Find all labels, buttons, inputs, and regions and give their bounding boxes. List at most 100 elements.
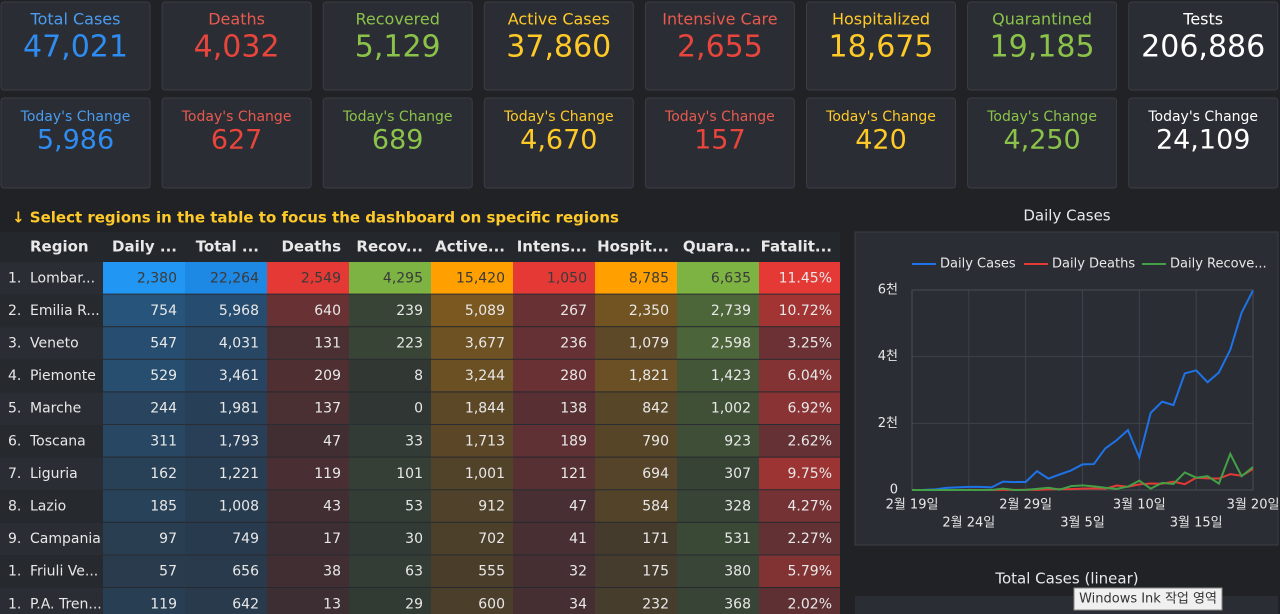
heat-cell	[595, 359, 677, 392]
legend-label[interactable]: Daily Cases	[940, 257, 1016, 272]
change-label: Today's Change	[664, 109, 775, 125]
cell-value: 640	[314, 303, 341, 319]
cell-value: 189	[560, 433, 587, 449]
change-card	[0, 97, 151, 189]
heat-cell	[431, 522, 513, 555]
change-value: 4,670	[520, 125, 597, 156]
row-index: 6.	[8, 433, 21, 449]
stat-card	[644, 1, 795, 91]
region-name[interactable]: Emilia R...	[30, 303, 100, 319]
row-index: 5.	[8, 401, 21, 417]
column-header[interactable]: Daily ...	[112, 238, 177, 256]
cell-value: 1,844	[465, 401, 505, 417]
column-header[interactable]: Hospit...	[597, 238, 669, 256]
cell-value: 3,677	[465, 336, 505, 352]
cell-value: 3.25%	[788, 336, 832, 352]
heat-cell	[595, 555, 677, 587]
cell-value: 10.72%	[779, 303, 832, 319]
heat-cell	[267, 522, 349, 555]
cell-value: 8	[414, 368, 423, 384]
heat-cell	[267, 294, 349, 327]
heat-cell	[349, 555, 431, 587]
card-value: 5,129	[355, 30, 441, 65]
card-value: 2,655	[677, 30, 763, 65]
change-label: Today's Change	[20, 109, 131, 125]
heat-cell	[103, 294, 185, 327]
column-header[interactable]: Fatalit...	[761, 238, 832, 256]
cell-value: 101	[396, 466, 423, 482]
region-name[interactable]: Toscana	[29, 433, 86, 449]
change-card	[644, 97, 795, 189]
cell-value: 8,785	[629, 270, 669, 286]
row-index: 2.	[8, 303, 21, 319]
region-name[interactable]: P.A. Tren...	[30, 596, 102, 612]
legend-label[interactable]: Daily Recove...	[1170, 257, 1267, 272]
region-name[interactable]: Marche	[30, 401, 81, 417]
heat-cell	[595, 522, 677, 555]
cell-value: 22,264	[210, 270, 259, 286]
cell-value: 13	[323, 596, 341, 612]
column-header[interactable]: Quara...	[683, 238, 751, 256]
heat-cell	[759, 425, 840, 457]
heat-cell	[677, 457, 759, 490]
cell-value: 1,821	[629, 368, 669, 384]
column-header[interactable]: Deaths	[281, 238, 341, 256]
legend-label[interactable]: Daily Deaths	[1052, 257, 1135, 272]
heat-cell	[759, 392, 840, 424]
card-label: Deaths	[208, 10, 265, 29]
heat-cell	[103, 327, 185, 359]
change-value: 5,986	[37, 125, 114, 156]
cell-value: 17	[323, 531, 341, 547]
cell-value: 754	[150, 303, 177, 319]
column-header[interactable]: Active...	[435, 238, 505, 256]
overlay-text: Windows Ink 작업 영역	[1079, 592, 1217, 607]
heat-cell	[677, 327, 759, 359]
cell-value: 2.27%	[788, 531, 832, 547]
change-card	[967, 97, 1118, 189]
region-name[interactable]: Veneto	[30, 336, 79, 352]
region-name[interactable]: Piemonte	[30, 368, 96, 384]
heat-cell	[267, 555, 349, 587]
region-name[interactable]: Campania	[30, 531, 101, 547]
cell-value: 328	[724, 499, 751, 515]
heat-cell	[595, 490, 677, 522]
heat-cell	[431, 425, 513, 457]
column-header[interactable]: Total ...	[196, 238, 259, 256]
cell-value: 9.75%	[788, 466, 832, 482]
row-index: 1.	[8, 270, 21, 286]
chart-title: Daily Cases	[1023, 207, 1110, 225]
change-label: Today's Change	[503, 109, 614, 125]
heat-cell	[103, 262, 185, 294]
cell-value: 1,981	[219, 401, 259, 417]
cell-value: 1,221	[219, 466, 259, 482]
heat-cell	[185, 327, 267, 359]
region-name[interactable]: Lazio	[30, 499, 66, 515]
cell-value: 41	[569, 531, 587, 547]
heat-cell	[349, 359, 431, 392]
cell-value: 368	[724, 596, 751, 612]
heat-cell	[595, 457, 677, 490]
cell-value: 1,713	[465, 433, 505, 449]
cell-value: 842	[642, 401, 669, 417]
column-header[interactable]: Intens...	[517, 238, 587, 256]
cell-value: 32	[569, 564, 587, 580]
card-value: 47,021	[23, 30, 128, 65]
region-name[interactable]: Friuli Ve...	[30, 564, 98, 580]
region-name[interactable]: Lombar...	[30, 270, 95, 286]
cell-value: 15,420	[456, 270, 505, 286]
heat-cell	[431, 359, 513, 392]
stat-card	[322, 1, 473, 91]
heat-cell	[349, 262, 431, 294]
cell-value: 923	[724, 433, 751, 449]
heat-cell	[185, 294, 267, 327]
cell-value: 2.62%	[788, 433, 832, 449]
cell-value: 30	[405, 531, 423, 547]
column-header[interactable]: Recov...	[356, 238, 423, 256]
cell-value: 642	[232, 596, 259, 612]
column-header[interactable]: Region	[30, 238, 89, 256]
cell-value: 2,380	[137, 270, 177, 286]
heat-cell	[759, 327, 840, 359]
change-card	[483, 97, 634, 189]
region-name[interactable]: Liguria	[30, 466, 78, 482]
cell-value: 2,350	[629, 303, 669, 319]
